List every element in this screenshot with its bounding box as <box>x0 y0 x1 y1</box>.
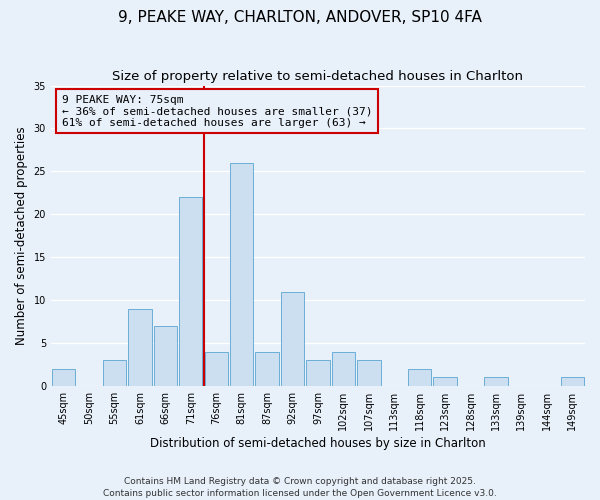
X-axis label: Distribution of semi-detached houses by size in Charlton: Distribution of semi-detached houses by … <box>150 437 486 450</box>
Bar <box>52 369 76 386</box>
Bar <box>103 360 126 386</box>
Bar <box>205 352 228 386</box>
Bar <box>230 163 253 386</box>
Title: Size of property relative to semi-detached houses in Charlton: Size of property relative to semi-detach… <box>112 70 523 83</box>
Text: 9 PEAKE WAY: 75sqm
← 36% of semi-detached houses are smaller (37)
61% of semi-de: 9 PEAKE WAY: 75sqm ← 36% of semi-detache… <box>62 94 372 128</box>
Bar <box>281 292 304 386</box>
Bar <box>332 352 355 386</box>
Bar <box>560 378 584 386</box>
Bar <box>128 308 152 386</box>
Bar <box>433 378 457 386</box>
Text: 9, PEAKE WAY, CHARLTON, ANDOVER, SP10 4FA: 9, PEAKE WAY, CHARLTON, ANDOVER, SP10 4F… <box>118 10 482 25</box>
Text: Contains HM Land Registry data © Crown copyright and database right 2025.
Contai: Contains HM Land Registry data © Crown c… <box>103 476 497 498</box>
Bar <box>408 369 431 386</box>
Bar <box>179 197 202 386</box>
Bar <box>306 360 329 386</box>
Bar <box>484 378 508 386</box>
Bar <box>256 352 279 386</box>
Y-axis label: Number of semi-detached properties: Number of semi-detached properties <box>15 126 28 345</box>
Bar <box>357 360 380 386</box>
Bar <box>154 326 177 386</box>
